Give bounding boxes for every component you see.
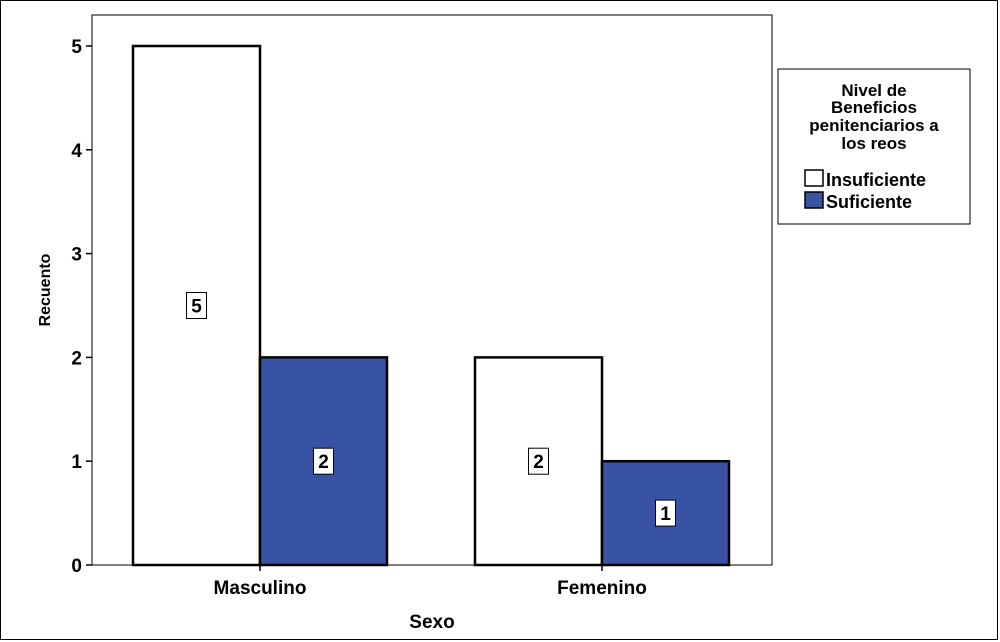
data-label-suficiente-masculino: 2 — [313, 447, 334, 475]
x-axis-title: Sexo — [409, 612, 454, 633]
legend-title-line-4: los reos — [841, 134, 906, 153]
legend-label-suficiente: Suficiente — [826, 192, 912, 212]
y-tick-label: 3 — [71, 245, 82, 266]
y-tick-label: 4 — [71, 141, 82, 162]
data-label-insuficiente-masculino: 5 — [186, 292, 207, 319]
legend-label-insuficiente: Insuficiente — [826, 170, 926, 190]
y-tick-label: 5 — [71, 37, 82, 58]
y-tick-label: 1 — [71, 452, 82, 473]
legend-title-line-3: penitenciarios a — [809, 116, 939, 135]
x-tick-label-masculino: Masculino — [214, 578, 307, 599]
y-tick-label: 0 — [71, 556, 82, 577]
legend-swatch-suficiente — [804, 191, 824, 209]
data-label-value: 2 — [533, 452, 544, 473]
legend: Nivel de Beneficios penitenciarios a los… — [777, 68, 971, 225]
data-label-box — [313, 447, 334, 475]
legend-title-line-1: Nivel de — [841, 81, 906, 100]
y-axis-title: Recuento — [37, 253, 54, 326]
data-label-box — [655, 499, 676, 527]
legend-swatch-insuficiente — [804, 169, 824, 187]
data-label-box — [528, 447, 549, 475]
data-label-insuficiente-femenino: 2 — [528, 447, 549, 475]
data-label-suficiente-femenino: 1 — [655, 499, 676, 527]
x-tick-label-femenino: Femenino — [557, 578, 647, 599]
legend-title-line-2: Beneficios — [831, 98, 917, 117]
data-label-value: 2 — [318, 452, 329, 473]
y-tick-label: 2 — [71, 348, 82, 369]
data-label-value: 1 — [660, 504, 671, 525]
data-label-value: 5 — [191, 297, 202, 318]
data-label-box — [186, 292, 207, 319]
